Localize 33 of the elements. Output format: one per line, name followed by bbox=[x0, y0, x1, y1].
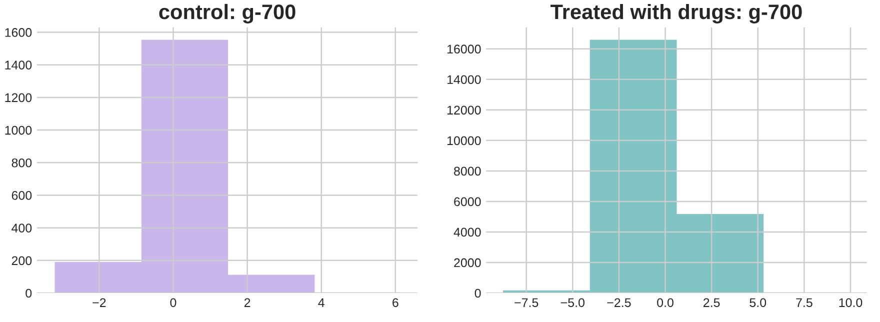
y-tick-label: 0 bbox=[474, 288, 481, 298]
y-tick-label: 600 bbox=[12, 191, 32, 200]
x-tick-label: 0 bbox=[170, 298, 176, 308]
y-tick-label: 6000 bbox=[454, 197, 481, 206]
y-tick-label: 16000 bbox=[447, 44, 481, 54]
x-tick-label: 4 bbox=[318, 298, 324, 307]
chart-title: Treated with drugs: g-700 bbox=[550, 4, 802, 24]
y-tick-label: 1600 bbox=[5, 28, 32, 37]
x-tick-label: 5.0 bbox=[750, 298, 766, 308]
x-tick-label: 10.0 bbox=[839, 298, 862, 308]
y-tick-label: 1400 bbox=[5, 60, 32, 70]
y-tick-label: 0 bbox=[26, 288, 32, 298]
y-tick-label: 800 bbox=[12, 158, 32, 168]
y-tick-label: 1000 bbox=[5, 126, 32, 135]
y-tick-label: 200 bbox=[12, 256, 32, 266]
x-tick-label: 6 bbox=[392, 298, 398, 308]
x-tick-label: −5.0 bbox=[560, 298, 584, 308]
x-tick-label: −7.5 bbox=[514, 298, 538, 308]
y-tick-label: 14000 bbox=[447, 75, 481, 84]
y-tick-label: 4000 bbox=[454, 228, 481, 237]
y-tick-label: 10000 bbox=[447, 136, 481, 146]
y-tick-label: 400 bbox=[12, 224, 32, 232]
y-tick-label: 2000 bbox=[454, 258, 481, 268]
x-tick-label: −2 bbox=[92, 298, 106, 307]
y-tick-label: 1200 bbox=[5, 93, 32, 102]
y-tick-label: 8000 bbox=[454, 166, 481, 176]
x-tick-label: 7.5 bbox=[796, 298, 812, 308]
chart-title: control: g-700 bbox=[159, 4, 296, 24]
x-tick-label: −2.5 bbox=[607, 298, 631, 308]
x-tick-label: 2.5 bbox=[704, 298, 720, 308]
y-tick-label: 12000 bbox=[447, 106, 481, 115]
x-tick-label: 0.0 bbox=[657, 298, 674, 308]
x-tick-label: 2 bbox=[244, 298, 250, 307]
